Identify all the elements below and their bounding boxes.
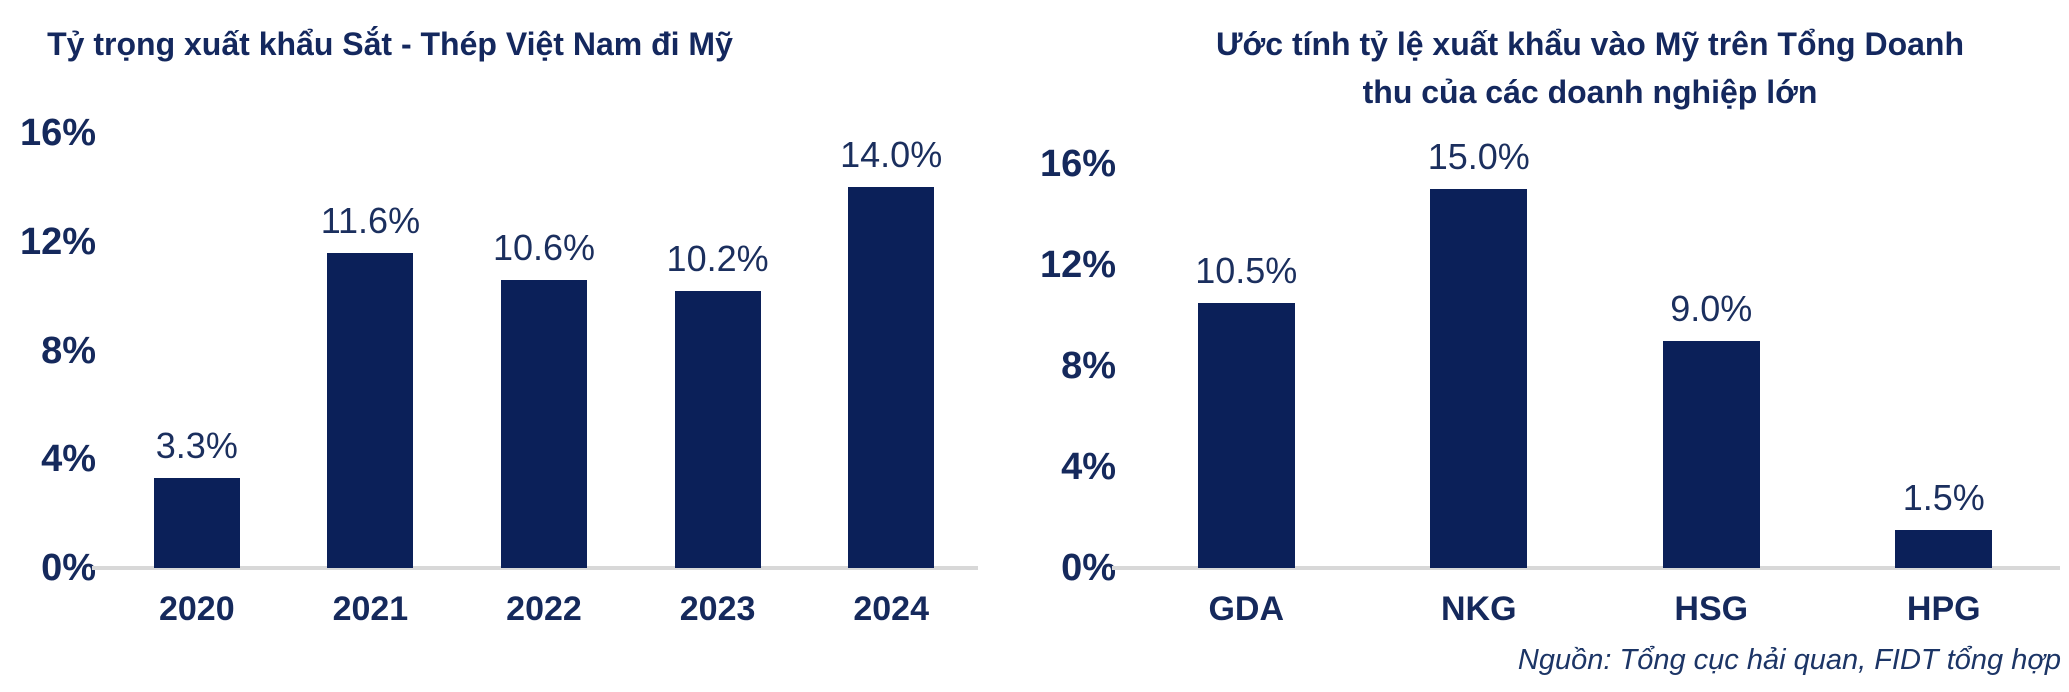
y-axis-tick-label: 12% <box>19 220 96 263</box>
chart-vn-steel-export-share-to-us: Tỷ trọng xuất khẩu Sắt - Thép Việt Nam đ… <box>0 0 1000 692</box>
x-category-label: HSG <box>1674 590 1749 628</box>
plot-area: 0% 4% 8% 12% 16% 10.5% GDA 15.0% NKG 9.0% HSG 1.5% H… <box>1040 136 2060 628</box>
plot-area: 0% 4% 8% 12% 16% 3.3% 2020 11.6% 2021 10.6% 2022 10… <box>20 112 978 628</box>
x-category-label: GDA <box>1208 590 1285 628</box>
x-category-label: 2021 <box>332 590 409 628</box>
bar-2022 <box>501 279 587 568</box>
x-category-label: 2022 <box>506 590 582 628</box>
x-category-label: NKG <box>1440 590 1517 628</box>
x-category-label: 2024 <box>853 590 929 628</box>
bar-NKG <box>1430 189 1528 568</box>
bar-value-label: 15.0% <box>1427 136 1530 178</box>
chart-us-export-ratio-by-company: Ước tính tỷ lệ xuất khẩu vào Mỹ trên Tổn… <box>1000 0 2069 692</box>
bar-HPG <box>1895 530 1993 568</box>
y-axis-tick-label: 8% <box>41 329 96 372</box>
y-axis-tick-label: 8% <box>1061 345 1116 387</box>
bar-HSG <box>1662 340 1760 568</box>
chart-title: Tỷ trọng xuất khẩu Sắt - Thép Việt Nam đ… <box>47 26 733 62</box>
y-axis-tick-label: 4% <box>41 438 96 481</box>
bar-2021 <box>327 252 414 568</box>
bar-value-label: 10.2% <box>666 237 769 279</box>
bar-2023 <box>674 290 761 568</box>
y-axis-tick-label: 16% <box>1039 143 1116 185</box>
bar-2020 <box>153 478 240 568</box>
y-axis-tick-label: 16% <box>19 112 96 154</box>
bar-value-label: 10.6% <box>492 226 596 268</box>
x-axis-line <box>92 566 978 570</box>
bar-GDA <box>1197 302 1295 568</box>
y-axis-tick-label: 0% <box>1061 547 1116 589</box>
x-category-label: 2023 <box>679 590 756 628</box>
bar-value-label: 14.0% <box>840 134 943 176</box>
bar-value-label: 10.5% <box>1195 249 1298 291</box>
y-axis-tick-label: 12% <box>1039 244 1116 286</box>
bar-value-label: 1.5% <box>1902 477 1985 519</box>
x-category-label: HPG <box>1906 590 1981 628</box>
x-category-label: 2020 <box>158 590 235 628</box>
bar-value-label: 9.0% <box>1670 287 1753 329</box>
y-axis-tick-label: 0% <box>41 547 96 589</box>
x-axis-line <box>1112 566 2060 570</box>
y-axis-tick-label: 4% <box>1061 446 1116 488</box>
bar-2024 <box>848 187 935 568</box>
bar-value-label: 3.3% <box>155 425 238 467</box>
chart-title: Ước tính tỷ lệ xuất khẩu vào Mỹ trên Tổn… <box>1215 26 1965 110</box>
bar-value-label: 11.6% <box>320 199 421 241</box>
source-note: Nguồn: Tổng cục hải quan, FIDT tổng hợp <box>1517 644 2061 676</box>
